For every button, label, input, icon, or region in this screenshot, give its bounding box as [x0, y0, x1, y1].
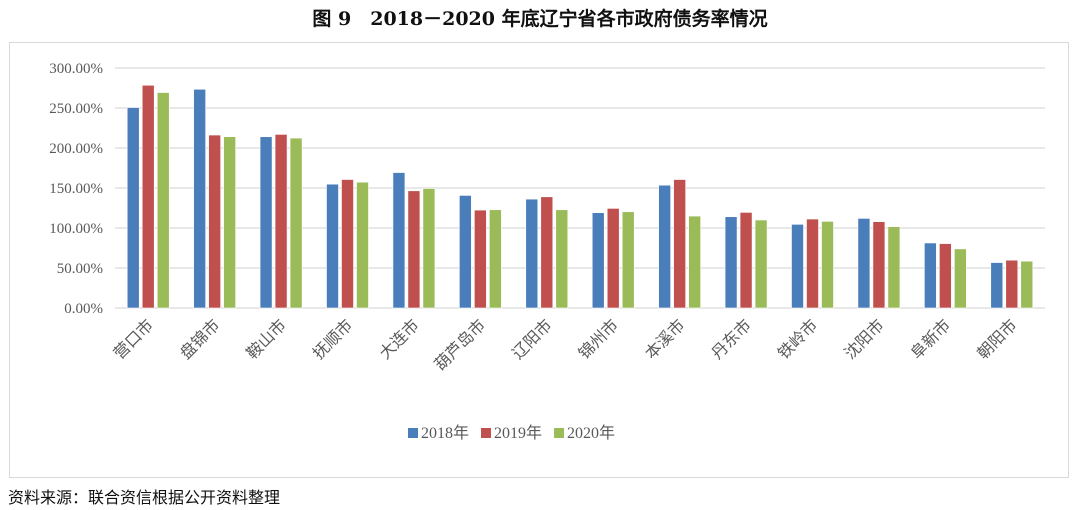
x-tick-label: 朝阳市	[973, 315, 1020, 362]
y-tick-label: 100.00%	[49, 221, 103, 237]
bar-2018年-营口市	[126, 107, 140, 309]
x-tick-label: 盘锦市	[176, 315, 223, 362]
bar-2019年-盘锦市	[208, 134, 221, 309]
y-tick-label: 200.00%	[49, 141, 103, 157]
bar-2018年-抚顺市	[326, 183, 339, 309]
bar-2018年-丹东市	[724, 216, 738, 309]
bar-2020年-抚顺市	[356, 181, 369, 309]
bar-2018年-朝阳市	[990, 262, 1004, 309]
x-tick-label: 锦州市	[575, 315, 622, 362]
bar-2018年-大连市	[392, 172, 406, 309]
bar-2020年-丹东市	[754, 219, 768, 309]
legend-swatch	[554, 428, 565, 438]
x-tick-label: 沈阳市	[840, 315, 887, 362]
bar-2018年-本溪市	[658, 184, 671, 309]
x-tick-label: 抚顺市	[309, 315, 356, 362]
bar-2018年-葫芦岛市	[459, 195, 472, 309]
bar-2019年-沈阳市	[872, 221, 886, 309]
bar-2020年-葫芦岛市	[489, 209, 502, 309]
x-tick-label: 营口市	[110, 315, 157, 362]
bar-2019年-营口市	[141, 84, 155, 309]
bar-2019年-本溪市	[673, 179, 686, 309]
legend-swatch	[481, 428, 492, 438]
bar-2018年-沈阳市	[857, 218, 871, 309]
legend-label: 2019年	[494, 424, 542, 442]
bar-2019年-大连市	[407, 190, 421, 309]
bar-2019年-阜新市	[939, 243, 952, 309]
x-tick-label: 本溪市	[641, 315, 688, 362]
bar-2019年-辽阳市	[540, 196, 554, 309]
bar-2020年-朝阳市	[1020, 260, 1034, 309]
x-tick-label: 大连市	[375, 315, 422, 362]
x-tick-label: 鞍山市	[243, 315, 290, 362]
bar-2020年-鞍山市	[289, 137, 303, 309]
bar-2019年-铁岭市	[806, 218, 819, 309]
source-note: 资料来源：联合资信根据公开资料整理	[8, 488, 281, 507]
bar-2020年-营口市	[156, 92, 170, 309]
x-tick-label: 铁岭市	[774, 315, 821, 362]
y-tick-label: 300.00%	[49, 61, 103, 77]
y-tick-label: 250.00%	[49, 101, 103, 117]
x-tick-label: 辽阳市	[508, 315, 555, 362]
bar-2019年-锦州市	[606, 208, 620, 309]
y-tick-label: 0.00%	[64, 301, 103, 317]
bar-2019年-鞍山市	[274, 134, 288, 309]
bar-2018年-锦州市	[591, 212, 605, 309]
x-tick-label: 阜新市	[907, 315, 954, 362]
legend-label: 2020年	[567, 424, 615, 442]
x-tick-label: 丹东市	[708, 315, 755, 362]
bar-2018年-铁岭市	[791, 224, 804, 309]
x-tick-label: 葫芦岛市	[430, 315, 489, 374]
legend-swatch	[408, 428, 418, 438]
bar-2020年-大连市	[422, 188, 436, 309]
y-tick-label: 50.00%	[57, 261, 103, 277]
bar-2020年-盘锦市	[223, 136, 236, 309]
bar-2020年-阜新市	[954, 248, 967, 309]
bar-2019年-丹东市	[739, 212, 753, 309]
legend-label: 2018年	[421, 424, 469, 442]
bar-2018年-阜新市	[924, 242, 937, 309]
bar-2019年-朝阳市	[1005, 259, 1019, 309]
bar-2019年-抚顺市	[341, 179, 354, 309]
bar-2020年-铁岭市	[821, 221, 834, 309]
bar-2020年-辽阳市	[555, 209, 569, 309]
bar-2018年-盘锦市	[193, 88, 206, 309]
bar-2019年-葫芦岛市	[474, 209, 487, 309]
bar-2020年-沈阳市	[887, 226, 901, 309]
chart-frame	[9, 42, 1069, 478]
bar-2020年-锦州市	[621, 211, 635, 309]
bar-2018年-辽阳市	[525, 198, 539, 309]
bar-2018年-鞍山市	[259, 136, 273, 309]
bar-2020年-本溪市	[688, 215, 701, 309]
figure-title: 图 9 2018－2020 年底辽宁省各市政府债务率情况	[312, 8, 768, 30]
y-tick-label: 150.00%	[49, 181, 103, 197]
